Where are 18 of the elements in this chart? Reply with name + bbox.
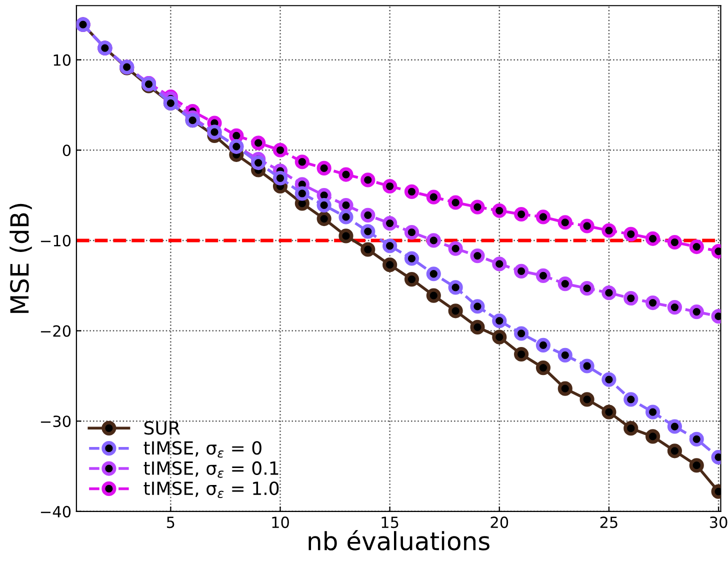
y-tick-label: −20 (40, 325, 71, 337)
y-tick-label: 10 (54, 54, 71, 66)
legend-label: tIMSE, σ$_{ε}$ = 0.1 (144, 461, 278, 478)
x-tick-label: 10 (272, 516, 289, 528)
x-tick-label: 5 (166, 516, 174, 528)
y-tick-label: −30 (40, 416, 71, 428)
legend-label: SUR (144, 421, 180, 435)
x-tick-label: 15 (382, 516, 398, 528)
x-tick-label: 20 (490, 516, 508, 528)
y-tick-label: −10 (40, 234, 71, 246)
x-tick-label: 30 (710, 516, 728, 528)
y-axis-title: MSE (dB) (10, 204, 32, 313)
y-tick-label: −40 (40, 506, 71, 518)
x-axis-title: nb évaluations (308, 530, 490, 550)
y-tick-label: 0 (62, 144, 71, 156)
legend-label: tIMSE, σ$_{ε}$ = 0 (144, 441, 262, 458)
legend-label: tIMSE, σ$_{ε}$ = 1.0 (144, 481, 279, 498)
x-tick-label: 25 (600, 516, 618, 528)
